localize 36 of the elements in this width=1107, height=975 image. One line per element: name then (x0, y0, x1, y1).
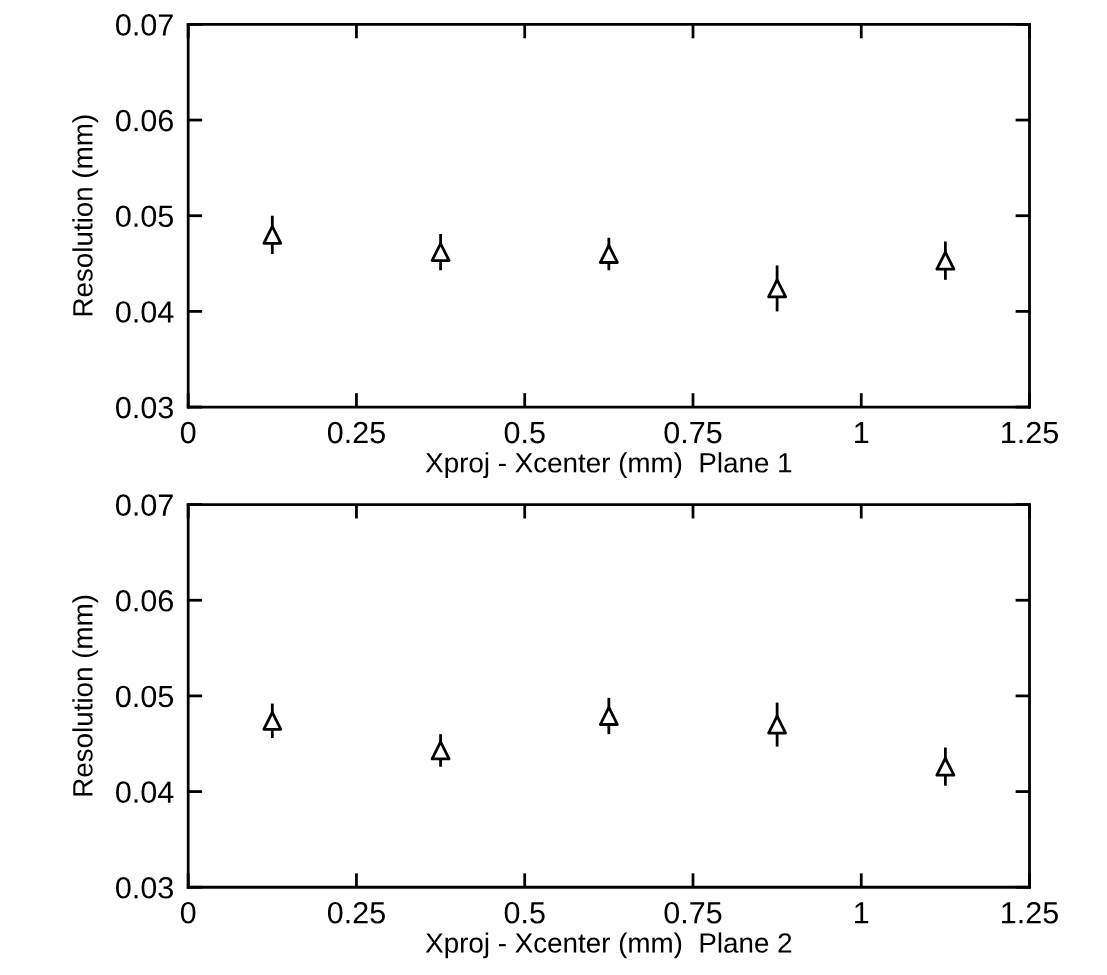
point (430, 242, 451, 262)
x-tick-label: 0.75 (664, 901, 722, 924)
x-tick-label: 0.5 (504, 421, 545, 444)
point (767, 714, 788, 735)
point (767, 278, 788, 299)
point (598, 706, 619, 726)
x-tick-label: 1 (855, 422, 869, 444)
y-tick-label: 0.03 (116, 876, 173, 899)
y-tick-label: 0.04 (116, 301, 174, 323)
x-tick-label: 0 (180, 421, 196, 444)
x-axis-title: Xproj - Xcenter (mm) Plane 1 (425, 452, 792, 479)
y-tick-label: 0.05 (116, 205, 174, 228)
point (935, 250, 956, 271)
y-tick-label: 0.06 (116, 109, 173, 132)
point (598, 244, 619, 264)
x-axis-title: Xproj - Xcenter (mm) Plane 2 (425, 932, 792, 959)
x-tick-label: 1.25 (1002, 421, 1058, 444)
point (935, 756, 956, 777)
point (262, 710, 283, 731)
y-tick-label: 0.03 (116, 396, 173, 419)
x-tick-label: 0.75 (664, 421, 722, 444)
x-tick-label: 1 (855, 902, 869, 924)
x-tick-label: 0.25 (327, 901, 385, 924)
y-tick-label: 0.05 (116, 685, 174, 708)
x-tick-label: 0.25 (327, 421, 385, 444)
x-tick-label: 0.5 (504, 901, 545, 924)
y-tick-label: 0.07 (116, 14, 173, 36)
point (430, 740, 451, 761)
x-tick-label: 0 (180, 901, 196, 924)
y-axis-title: Resolution (mm) (72, 115, 99, 316)
y-tick-label: 0.06 (116, 589, 173, 612)
x-tick-label: 1.25 (1002, 901, 1058, 924)
y-tick-label: 0.04 (116, 781, 174, 803)
y-tick-label: 0.07 (116, 494, 173, 516)
y-axis-title: Resolution (mm) (72, 595, 99, 796)
point (262, 224, 283, 245)
